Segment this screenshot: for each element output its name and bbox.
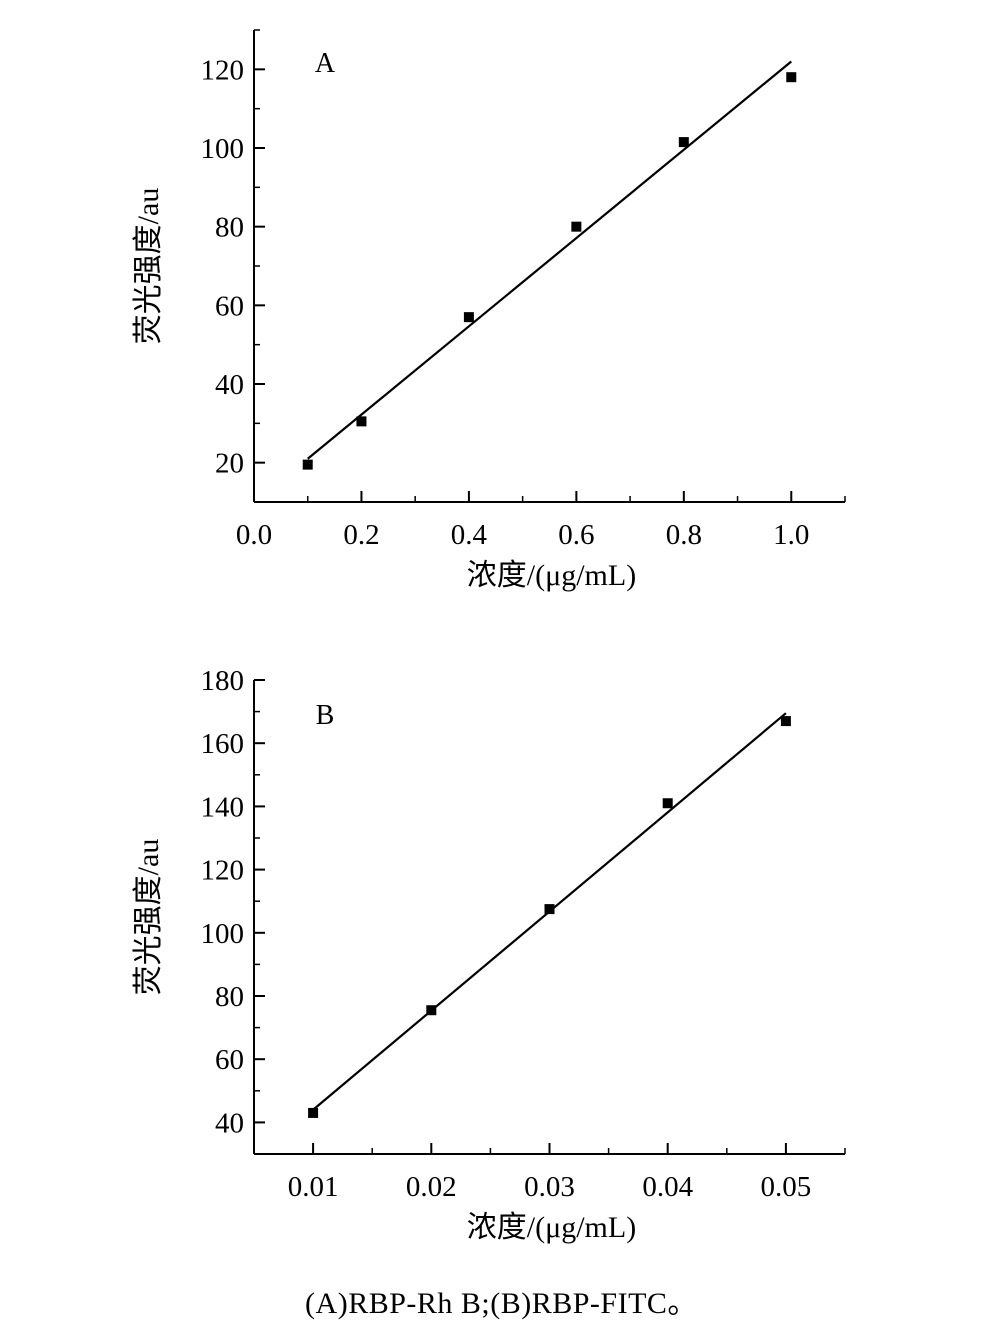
panel-label: B: [316, 700, 335, 731]
data-point: [786, 72, 797, 83]
y-tick-label: 80: [215, 981, 244, 1013]
x-tick-label: 0.2: [343, 519, 379, 551]
x-tick-label: 0.03: [524, 1171, 575, 1203]
fit-line: [307, 60, 792, 460]
x-tick-label: 0.0: [236, 519, 272, 551]
y-tick-label: 140: [201, 791, 245, 823]
panel-label: A: [315, 48, 336, 79]
x-tick-label: 0.8: [666, 519, 702, 551]
y-tick-label: 40: [215, 369, 244, 401]
data-point: [463, 312, 474, 323]
x-tick-label: 0.6: [558, 519, 594, 551]
x-tick-label: 1.0: [773, 519, 809, 551]
data-point: [426, 1005, 437, 1016]
x-tick-label: 0.01: [288, 1171, 339, 1203]
y-tick-label: 180: [201, 665, 245, 697]
y-tick-label: 40: [215, 1107, 244, 1139]
x-axis-title: 浓度/(μg/mL): [467, 1211, 636, 1244]
y-tick-label: 20: [215, 448, 244, 480]
data-point: [662, 798, 673, 809]
y-axis-title: 荧光强度/au: [132, 839, 165, 996]
y-axis-title: 荧光强度/au: [132, 188, 165, 345]
x-tick-label: 0.05: [761, 1171, 812, 1203]
x-axis-title: 浓度/(μg/mL): [467, 559, 636, 592]
y-tick-label: 60: [215, 1044, 244, 1076]
data-point: [302, 459, 313, 470]
y-tick-label: 60: [215, 290, 244, 322]
y-tick-label: 100: [201, 918, 245, 950]
data-point: [356, 416, 367, 427]
data-point: [678, 137, 689, 148]
y-tick-label: 120: [201, 855, 245, 887]
y-tick-label: 120: [201, 54, 245, 86]
y-tick-label: 100: [201, 133, 245, 165]
data-point: [308, 1107, 319, 1118]
x-tick-label: 0.02: [406, 1171, 457, 1203]
chart-panel-b: 40 60 80 100 120 140 160 180 0.01 0.02 0.03 0.04 0.0…: [132, 665, 846, 1244]
figure-caption: (A)RBP-Rh B;(B)RBP-FITC。: [305, 1287, 698, 1320]
y-tick-label: 80: [215, 212, 244, 244]
data-point: [544, 904, 555, 915]
y-tick-label: 160: [201, 728, 245, 760]
x-tick-label: 0.04: [642, 1171, 693, 1203]
x-tick-label: 0.4: [451, 519, 488, 551]
data-point: [780, 716, 791, 727]
chart-panel-a: 20 40 60 80 100 120 0.0 0.2 0.4 0.6 0.8 1.0 浓度/(μg/m…: [132, 29, 846, 592]
data-point: [571, 221, 582, 232]
